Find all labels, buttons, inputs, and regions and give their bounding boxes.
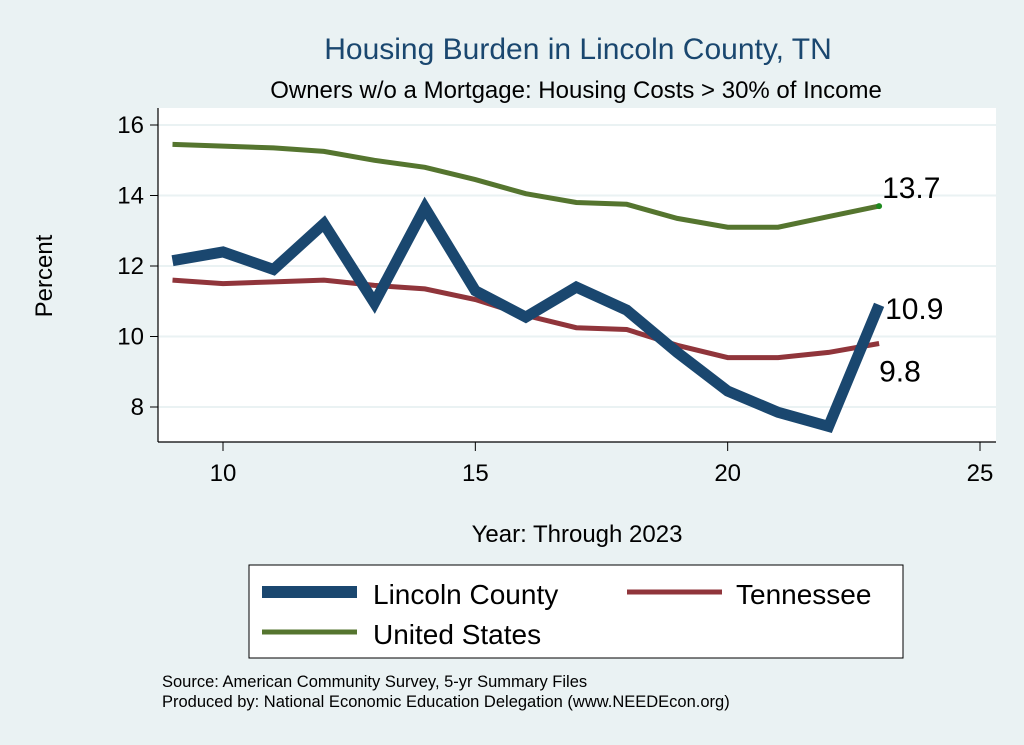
chart-subtitle: Owners w/o a Mortgage: Housing Costs > 3… <box>270 77 882 104</box>
x-tick-label-10: 10 <box>210 460 237 487</box>
end-label-tennessee: 9.8 <box>879 356 921 389</box>
series-line-united-states <box>172 141 880 230</box>
x-tick-label-25: 25 <box>967 460 994 487</box>
united-states-end-marker <box>876 203 883 210</box>
source-note: Source: American Community Survey, 5-yr … <box>162 673 587 691</box>
plot-area <box>158 108 996 442</box>
y-tick-label-8: 8 <box>131 394 144 421</box>
chart-title: Housing Burden in Lincoln County, TN <box>324 33 832 66</box>
legend: Lincoln County Tennessee United States <box>248 564 904 659</box>
end-label-united-states: 13.7 <box>882 172 940 205</box>
x-axis-label: Year: Through 2023 <box>472 521 683 548</box>
legend-label-tennessee: Tennessee <box>736 579 871 610</box>
x-tick-label-20: 20 <box>714 460 741 487</box>
y-axis-label: Percent <box>31 234 58 317</box>
y-tick-label-12: 12 <box>117 253 144 280</box>
series-line-lincoln-county <box>171 196 885 434</box>
legend-label-united-states: United States <box>373 619 541 650</box>
y-tick-label-14: 14 <box>117 183 144 210</box>
legend-label-lincoln-county: Lincoln County <box>373 579 558 610</box>
y-tick-label-16: 16 <box>117 112 144 139</box>
end-label-lincoln-county: 10.9 <box>885 293 943 326</box>
y-tick-label-10: 10 <box>117 324 144 351</box>
legend-box <box>248 564 904 659</box>
x-tick-label-15: 15 <box>462 460 489 487</box>
producer-note: Produced by: National Economic Education… <box>162 693 730 711</box>
